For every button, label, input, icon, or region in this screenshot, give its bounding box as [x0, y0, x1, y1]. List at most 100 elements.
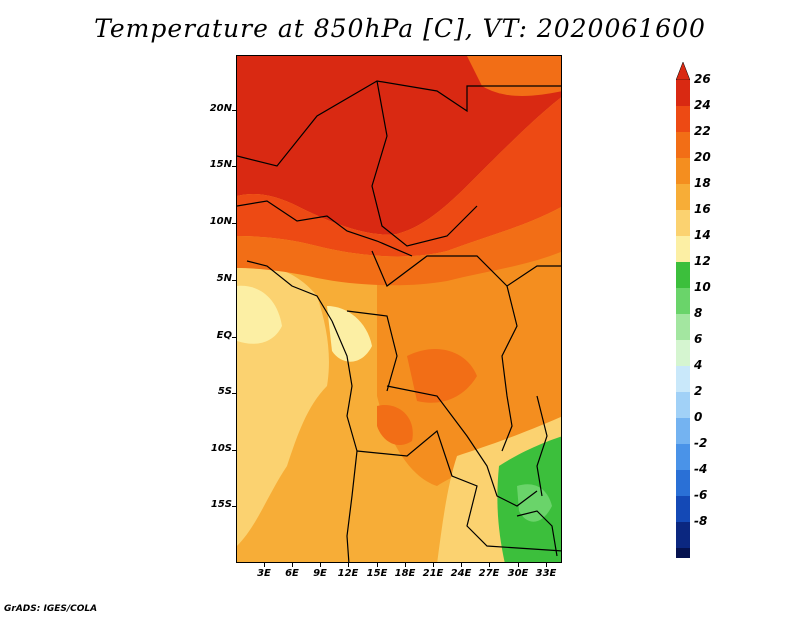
lon-label-6e: 6E [285, 568, 299, 579]
lon-label-30e: 30E [507, 568, 529, 579]
colorbar-label: 14 [694, 228, 711, 242]
colorbar-segment [676, 314, 690, 340]
colorbar-segment [676, 496, 690, 522]
colorbar-label: 20 [694, 150, 711, 164]
colorbar-segment [676, 392, 690, 418]
lon-label-15e: 15E [366, 568, 388, 579]
colorbar-label: 24 [694, 98, 711, 112]
coastline-west [331, 320, 358, 562]
colorbar-segment [676, 366, 690, 392]
lat-label-20n: 20N [209, 103, 232, 114]
colorbar-segment [676, 262, 690, 288]
region-14-16-gabon [327, 306, 372, 362]
border-congo [346, 310, 398, 392]
region-14-16-coast [237, 285, 282, 344]
region-10-12-green [517, 484, 552, 522]
region-22-24-a [407, 348, 477, 403]
lat-label-5s: 5S [217, 386, 232, 397]
lat-tick [232, 506, 236, 507]
colorbar-label: 26 [694, 72, 711, 86]
colorbar-segment [676, 132, 690, 158]
lon-tick [461, 563, 462, 567]
colorbar-label: 8 [694, 306, 703, 320]
lon-label-24e: 24E [450, 568, 472, 579]
lon-tick [433, 563, 434, 567]
region-22-24-north [237, 97, 561, 257]
coastline-gulf [246, 260, 333, 322]
lon-label-27e: 27E [478, 568, 500, 579]
colorbar-top-cap [676, 62, 690, 81]
colorbar-label: 18 [694, 176, 711, 190]
lat-tick [232, 450, 236, 451]
lat-tick [232, 337, 236, 338]
lon-label-12e: 12E [337, 568, 359, 579]
border-car [371, 250, 561, 287]
lat-tick [232, 280, 236, 281]
colorbar-label: 22 [694, 124, 711, 138]
temperature-map [236, 55, 562, 563]
lon-tick [348, 563, 349, 567]
colorbar-segment [676, 522, 690, 548]
colorbar-label: 16 [694, 202, 711, 216]
colorbar-segment [676, 210, 690, 236]
colorbar-segment [676, 106, 690, 132]
border-north [237, 80, 561, 167]
lon-tick [377, 563, 378, 567]
colorbar-label: -2 [694, 436, 708, 450]
lat-label-10n: 10N [209, 216, 232, 227]
lon-tick [320, 563, 321, 567]
lat-label-15n: 15N [209, 159, 232, 170]
colorbar-segment [676, 80, 690, 106]
colorbar-segment [676, 470, 690, 496]
colorbar [676, 62, 690, 558]
border-angola-zambia [356, 429, 561, 552]
lon-label-3e: 3E [257, 568, 271, 579]
border-malawi [516, 510, 558, 557]
lon-tick [546, 563, 547, 567]
lake-tanganyika [536, 395, 548, 497]
lat-label-15s: 15S [210, 499, 232, 510]
region-24-26-sahel [237, 56, 561, 235]
lon-label-21e: 21E [422, 568, 444, 579]
lat-label-eq: EQ [216, 330, 232, 341]
colorbar-segment [676, 418, 690, 444]
colorbar-label: -6 [694, 488, 708, 502]
colorbar-label: -4 [694, 462, 708, 476]
colorbar-label: 4 [694, 358, 703, 372]
colorbar-segment [676, 236, 690, 262]
lon-label-9e: 9E [313, 568, 327, 579]
region-20-22-north [237, 207, 561, 286]
lon-tick [489, 563, 490, 567]
chart-title: Temperature at 850hPa [C], VT: 202006160… [94, 14, 706, 43]
lon-label-18e: 18E [394, 568, 416, 579]
lat-label-10s: 10S [210, 443, 232, 454]
colorbar-segment [676, 158, 690, 184]
colorbar-segment [676, 340, 690, 366]
colorbar-label: -8 [694, 514, 708, 528]
border-chad [371, 80, 478, 247]
colorbar-label: 6 [694, 332, 703, 346]
country-borders [237, 80, 561, 562]
lon-tick [518, 563, 519, 567]
border-great-lakes [501, 285, 518, 452]
region-22-24-b [377, 405, 413, 446]
lon-label-33e: 33E [535, 568, 557, 579]
lon-tick [292, 563, 293, 567]
colorbar-segment [676, 184, 690, 210]
lat-label-5n: 5N [216, 273, 232, 284]
colorbar-segment [676, 444, 690, 470]
colorbar-segment [676, 288, 690, 314]
colorbar-label: 12 [694, 254, 711, 268]
footer-credit: GrADS: IGES/COLA [4, 604, 98, 614]
lat-tick [232, 393, 236, 394]
colorbar-label: 2 [694, 384, 703, 398]
lat-tick [232, 166, 236, 167]
border-drc-south [386, 385, 538, 507]
colorbar-label: 10 [694, 280, 711, 294]
colorbar-segment [676, 548, 690, 558]
map-canvas [237, 56, 561, 562]
lon-tick [405, 563, 406, 567]
lat-tick [232, 110, 236, 111]
lon-tick [264, 563, 265, 567]
border-nigeria [237, 200, 413, 257]
